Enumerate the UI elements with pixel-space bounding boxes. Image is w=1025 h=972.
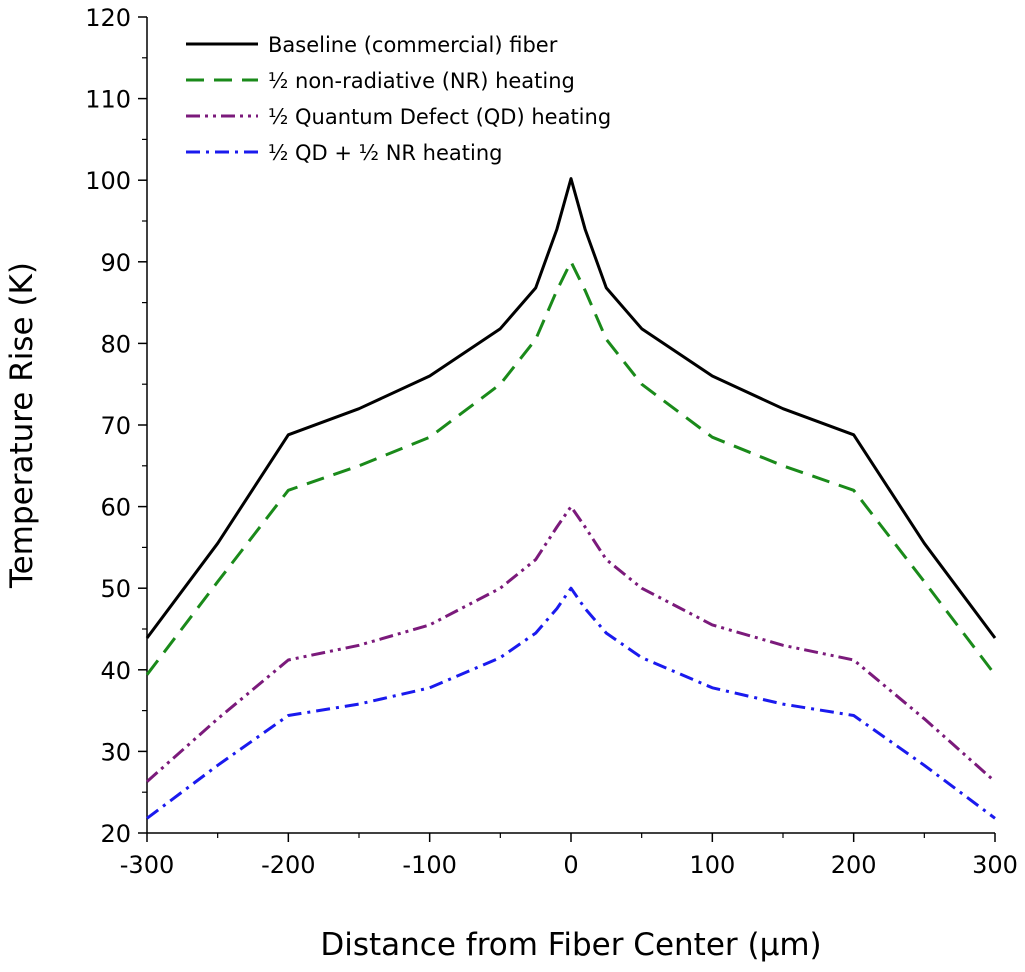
legend-label: Baseline (commercial) fiber xyxy=(268,33,558,57)
x-tick-label: -200 xyxy=(261,851,315,879)
x-tick-label: -300 xyxy=(120,851,174,879)
x-tick-label: 0 xyxy=(563,851,578,879)
legend: Baseline (commercial) fiber ½ non-radiati… xyxy=(186,33,611,165)
y-tick-label: 60 xyxy=(100,494,131,522)
series-lines xyxy=(145,177,997,820)
y-tick-label: 80 xyxy=(100,330,131,358)
y-tick-label: 30 xyxy=(100,738,131,766)
y-tick-label: 110 xyxy=(85,86,131,114)
legend-label: ½ Quantum Defect (QD) heating xyxy=(268,105,611,129)
y-tick-label: 100 xyxy=(85,167,131,195)
series-line xyxy=(146,586,996,820)
x-axis-label: Distance from Fiber Center (µm) xyxy=(320,927,821,963)
x-tick-label: -100 xyxy=(402,851,456,879)
y-axis-label: Temperature Rise (K) xyxy=(4,262,40,589)
y-tick-label: 70 xyxy=(100,412,131,440)
y-tick-label: 120 xyxy=(85,4,131,32)
series-line xyxy=(146,505,996,783)
x-tick-label: 300 xyxy=(972,851,1018,879)
y-tick-label: 40 xyxy=(100,657,131,685)
series-line xyxy=(145,260,997,676)
legend-label: ½ QD + ½ NR heating xyxy=(268,141,503,165)
y-tick-label: 20 xyxy=(100,820,131,848)
y-tick-label: 90 xyxy=(100,249,131,277)
x-tick-label: 200 xyxy=(831,851,877,879)
series-line xyxy=(145,177,997,639)
x-tick-label: 100 xyxy=(689,851,735,879)
axes: 20 30 40 50 60 70 80 90 100 110 120 -300 -200 -100 0 10… xyxy=(85,4,1018,879)
y-tick-label: 50 xyxy=(100,575,131,603)
legend-label: ½ non-radiative (NR) heating xyxy=(268,69,575,93)
